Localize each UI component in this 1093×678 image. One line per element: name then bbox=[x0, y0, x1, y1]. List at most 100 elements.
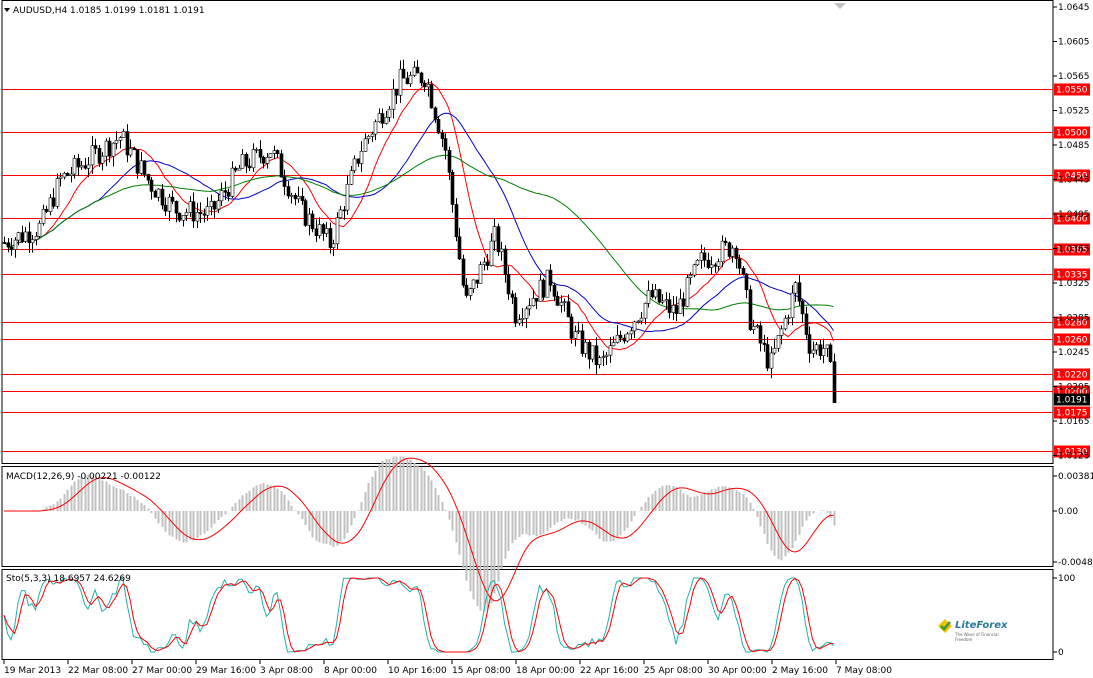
candle-body bbox=[261, 157, 266, 164]
macd-tick-label: -0.00485 bbox=[1058, 558, 1093, 568]
candle-body bbox=[401, 68, 406, 79]
candle-body bbox=[163, 204, 168, 212]
candle-body bbox=[800, 300, 805, 315]
candle-body bbox=[223, 190, 228, 193]
sto-panel-frame bbox=[1, 569, 1054, 660]
candle-body bbox=[212, 201, 217, 210]
candle-body bbox=[16, 232, 21, 241]
candle-body bbox=[520, 317, 525, 320]
candle-body bbox=[776, 335, 781, 349]
candle-body bbox=[363, 138, 368, 152]
macd-indicator: 0.00381 0.00 -0.00485 bbox=[4, 456, 1093, 612]
candle-body bbox=[142, 160, 147, 175]
candle-body bbox=[622, 337, 627, 342]
ma-slow-line bbox=[3, 154, 834, 311]
horizontal-levels[interactable]: 1.0550 1.0500 1.0450 1.0400 1.0365 1.0335 1.02… bbox=[2, 83, 1090, 458]
candle-body bbox=[429, 84, 434, 109]
candle-body bbox=[720, 240, 725, 263]
time-tick-label: 18 Apr 00:00 bbox=[516, 666, 575, 676]
liteforex-logo-icon bbox=[938, 619, 952, 633]
moving-averages bbox=[3, 82, 834, 351]
candle-body bbox=[566, 301, 571, 318]
candle-body bbox=[664, 299, 669, 302]
candle-body bbox=[349, 170, 354, 185]
candle-body bbox=[583, 341, 588, 354]
candle-body bbox=[552, 284, 557, 297]
candle-body bbox=[737, 258, 742, 269]
candle-body bbox=[769, 352, 774, 369]
candle-body bbox=[342, 209, 347, 212]
macd-title: MACD(12,26,9) -0.00221 -0.00122 bbox=[6, 472, 161, 482]
candle-body bbox=[706, 259, 711, 268]
time-axis: 19 Mar 2013 22 Mar 08:00 27 Mar 00:00 29 Ma… bbox=[3, 660, 892, 676]
candle-body bbox=[545, 269, 550, 298]
candle-body bbox=[181, 215, 186, 221]
candle-body bbox=[611, 342, 616, 347]
candle-body bbox=[118, 137, 123, 141]
price-tick-label: 1.0205 bbox=[1058, 383, 1090, 393]
price-tick-label: 1.0325 bbox=[1058, 279, 1090, 289]
candle-body bbox=[517, 319, 522, 324]
candle-body bbox=[450, 172, 455, 205]
time-tick-label: 15 Apr 08:00 bbox=[452, 666, 511, 676]
current-price-tag bbox=[1054, 393, 1090, 406]
candle-body bbox=[83, 165, 88, 169]
candle-body bbox=[170, 196, 175, 202]
sto-title: Sto(5,3,3) 18.6957 24.6269 bbox=[6, 574, 131, 584]
candle-body bbox=[615, 334, 620, 343]
candle-body bbox=[608, 345, 613, 356]
candle-body bbox=[293, 195, 298, 200]
candle-body bbox=[818, 344, 823, 356]
macd-tick-label: 0.00 bbox=[1058, 507, 1078, 517]
logo-name: LiteForex bbox=[955, 620, 1008, 631]
time-tick-label: 25 Apr 08:00 bbox=[644, 666, 703, 676]
collapse-icon[interactable] bbox=[4, 8, 10, 12]
chart-shift-marker-icon[interactable] bbox=[834, 3, 846, 9]
candle-body bbox=[387, 108, 392, 118]
candle-body bbox=[650, 290, 655, 298]
level-tag bbox=[1054, 212, 1090, 225]
candle-body bbox=[37, 222, 42, 237]
candle-body bbox=[90, 145, 95, 166]
candle-body bbox=[128, 148, 133, 156]
candle-body bbox=[513, 297, 518, 324]
time-tick-label: 19 Mar 2013 bbox=[4, 666, 61, 676]
candle-body bbox=[681, 298, 686, 307]
price-tick-label: 1.0165 bbox=[1058, 417, 1090, 427]
candle-body bbox=[184, 212, 189, 216]
level-tag bbox=[1054, 126, 1090, 139]
candle-body bbox=[772, 347, 777, 354]
candle-body bbox=[324, 228, 329, 234]
candle-body bbox=[807, 334, 812, 354]
candle-body bbox=[727, 242, 732, 257]
candle-body bbox=[524, 308, 529, 319]
candle-body bbox=[671, 305, 676, 313]
candle-body bbox=[636, 320, 641, 323]
macd-tick-label: 0.00381 bbox=[1058, 472, 1093, 482]
candle-body bbox=[688, 274, 693, 279]
candle-body bbox=[6, 242, 11, 248]
candle-body bbox=[674, 305, 679, 314]
candle-body bbox=[282, 176, 287, 187]
level-tag bbox=[1054, 445, 1090, 458]
candle-body bbox=[825, 344, 830, 349]
candle-body bbox=[338, 209, 343, 219]
candle-body bbox=[307, 213, 312, 226]
stochastic-indicator: 100 0 bbox=[3, 574, 1075, 658]
candle-body bbox=[321, 224, 326, 234]
candle-body bbox=[391, 88, 396, 110]
candle-body bbox=[433, 107, 438, 120]
candle-body bbox=[646, 290, 651, 304]
level-tag-label: 1.0365 bbox=[1056, 246, 1088, 256]
candle-body bbox=[268, 153, 273, 158]
candle-body bbox=[237, 167, 242, 171]
candle-body bbox=[496, 226, 501, 253]
price-tick-label: 1.0285 bbox=[1058, 314, 1090, 324]
sto-tick-label: 0 bbox=[1058, 648, 1064, 658]
candle-body bbox=[580, 330, 585, 354]
candle-body bbox=[58, 176, 63, 179]
candle-body bbox=[373, 121, 378, 135]
candle-body bbox=[258, 149, 263, 158]
candle-body bbox=[783, 317, 788, 330]
